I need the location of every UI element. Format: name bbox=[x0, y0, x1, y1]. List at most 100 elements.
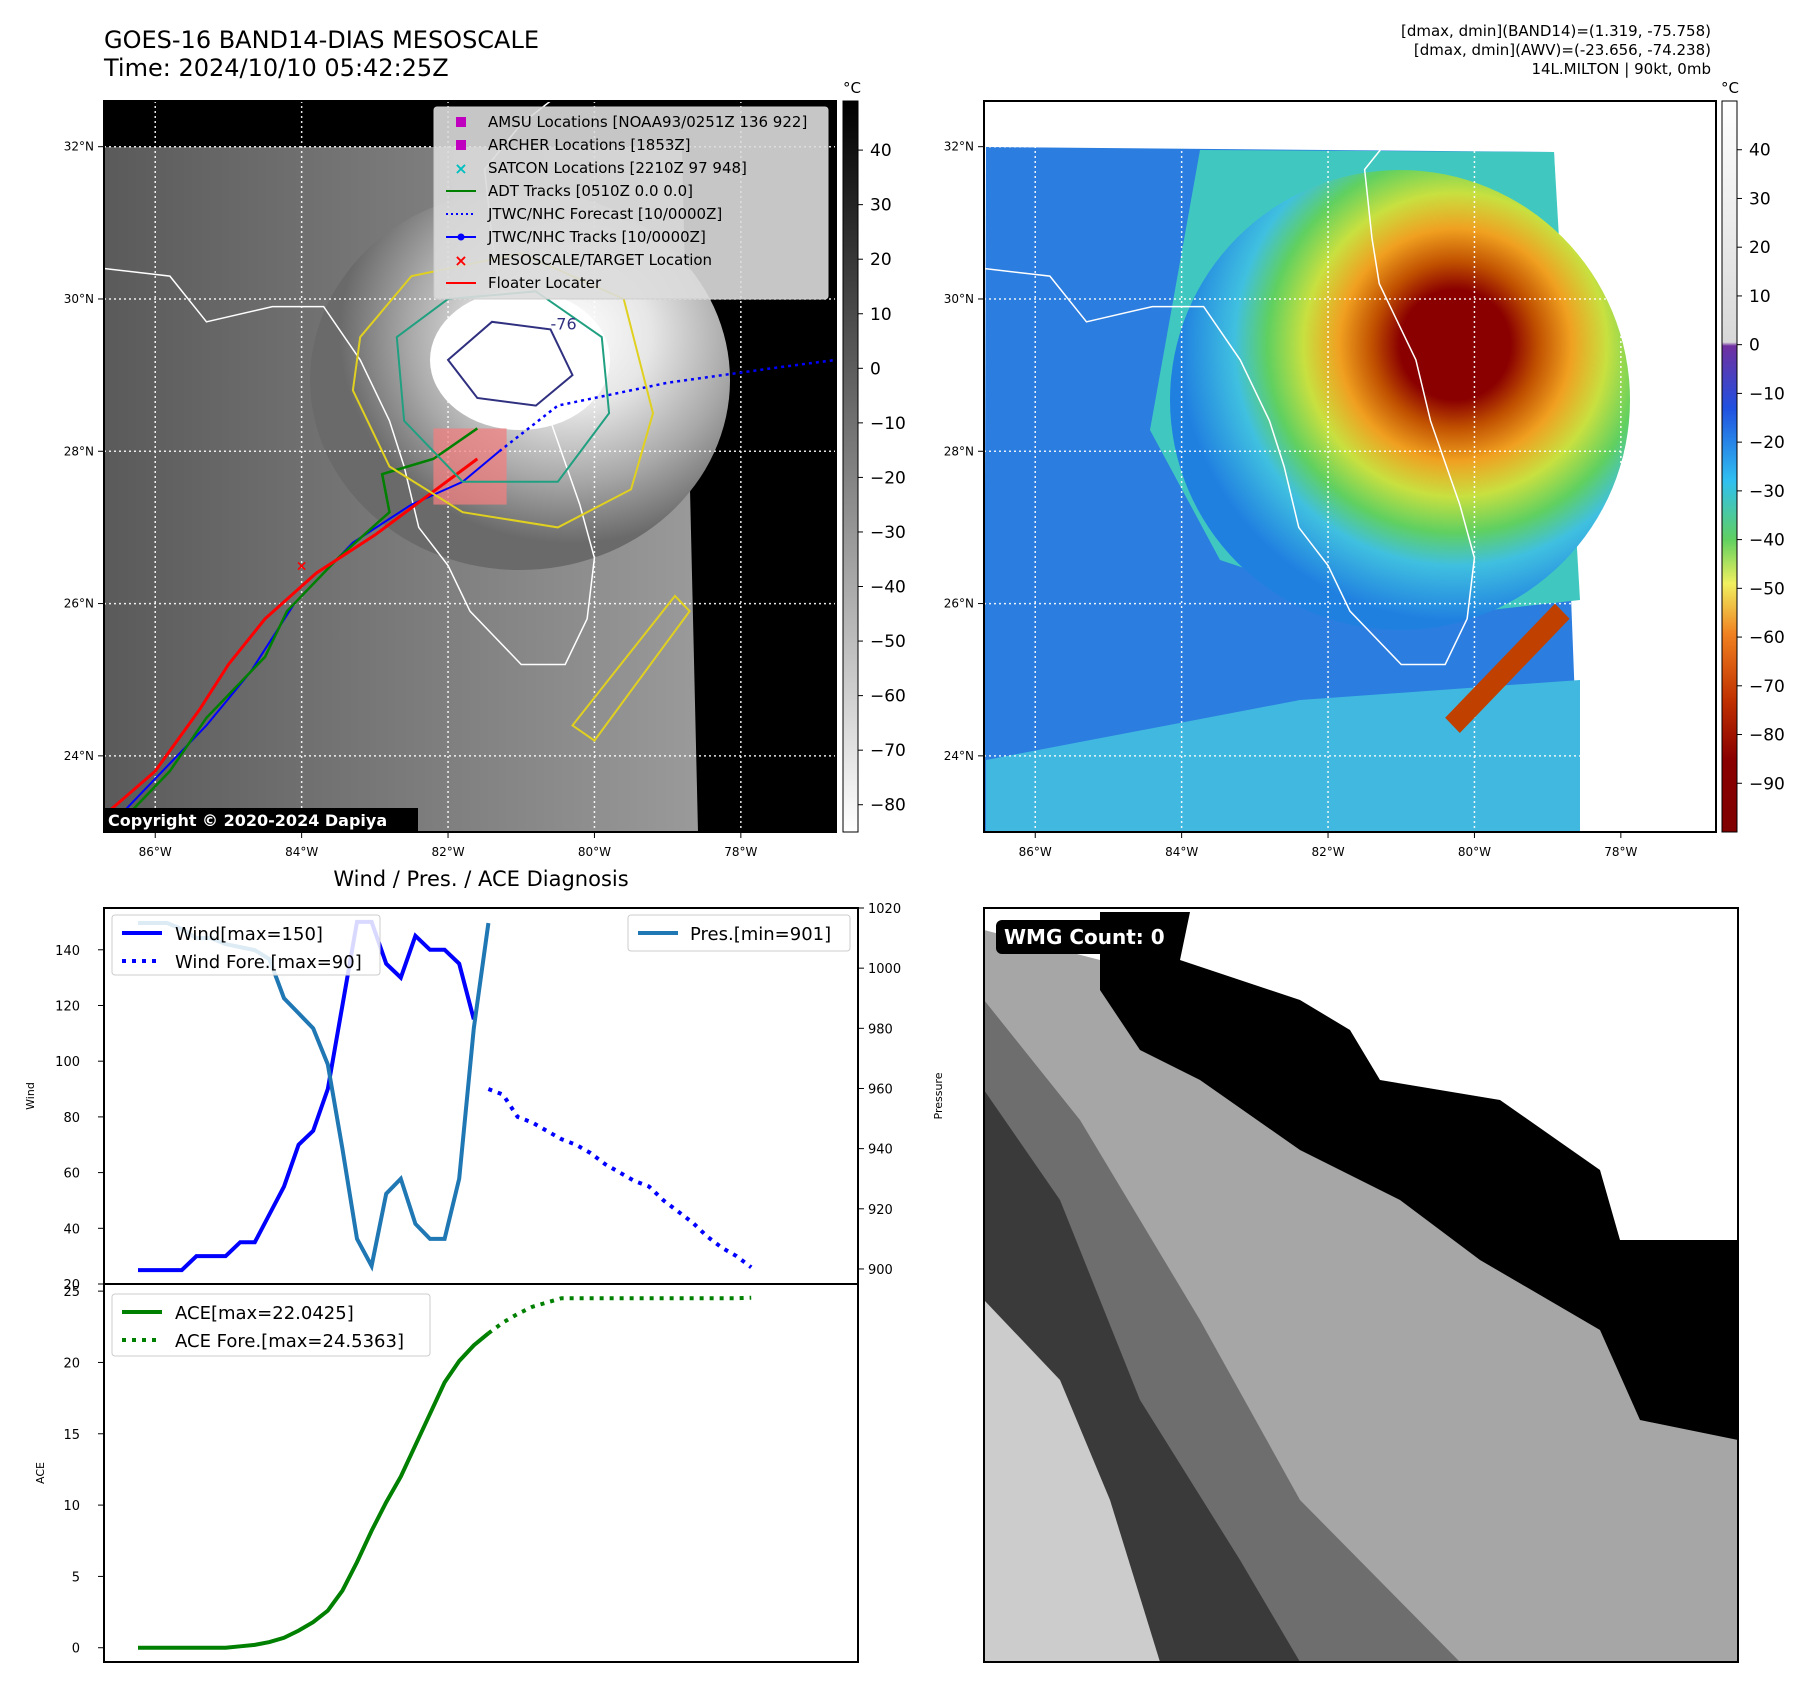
floater-box bbox=[433, 428, 507, 505]
figure-title: GOES-16 BAND14-DIAS MESOSCALE Time: 2024… bbox=[104, 26, 539, 82]
map-right-lon-label: 86°W bbox=[1019, 845, 1052, 859]
ace-legend-label: ACE[max=22.0425] bbox=[175, 1303, 354, 1324]
ace-legend: ACE[max=22.0425] ACE Fore.[max=24.5363] bbox=[111, 1293, 431, 1357]
map-left-lon-label: 84°W bbox=[285, 845, 318, 859]
map-right-lat-label: 30°N bbox=[944, 292, 974, 306]
map-right-overlays bbox=[984, 101, 1570, 734]
wind-ytick-label: 80 bbox=[63, 1111, 80, 1126]
colorbar-color-tick-label: −90 bbox=[1749, 774, 1785, 794]
wmg-pale-region bbox=[984, 1300, 1160, 1662]
south-band-color bbox=[986, 680, 1580, 832]
ace-ytick-label: 10 bbox=[63, 1499, 80, 1514]
copyright-text: Copyright © 2020-2024 Dapiya bbox=[108, 811, 387, 830]
colorbar-color-tick-label: −30 bbox=[1749, 482, 1785, 502]
wind-yticks: 140 120 100 80 60 40 20 bbox=[55, 944, 104, 1293]
pressure-ytick-label: 980 bbox=[868, 1022, 893, 1037]
ace-ytick-label: 25 bbox=[63, 1285, 80, 1300]
ace-line bbox=[138, 1331, 490, 1650]
wind-legend-box bbox=[111, 914, 381, 976]
map-left-lat-label: 24°N bbox=[64, 749, 94, 763]
map-legend-box bbox=[433, 106, 829, 300]
pressure-yticks: 1020 1000 980 960 940 920 900 bbox=[858, 902, 901, 1278]
legend-marker-dot bbox=[457, 233, 465, 241]
map-right-lat-label: 28°N bbox=[944, 444, 974, 458]
info-line-3: 14L.MILTON | 90kt, 0mb bbox=[1531, 60, 1711, 78]
colorbar-color-tick-label: −20 bbox=[1749, 433, 1785, 453]
map-left-lon-label: 82°W bbox=[431, 845, 464, 859]
wmg-panel: WMG Count: 0 bbox=[983, 907, 1739, 1663]
colorbar-gray-unit: °C bbox=[843, 79, 861, 97]
map-legend: AMSU Locations [NOAA93/0251Z 136 922] ARC… bbox=[433, 106, 829, 300]
map-right-frame bbox=[983, 100, 1717, 833]
colorbar-gray-tick-label: −60 bbox=[870, 687, 906, 707]
wind-legend-label: Wind[max=150] bbox=[175, 924, 323, 945]
contour-navy bbox=[446, 320, 574, 407]
legend-label: SATCON Locations [2210Z 97 948] bbox=[488, 159, 747, 177]
pressure-axis-label: Pressure bbox=[932, 1072, 945, 1119]
colorbar-color-tick-label: 0 bbox=[1749, 336, 1760, 356]
map-right-lon-label: 78°W bbox=[1604, 845, 1637, 859]
map-left-lat-label: 30°N bbox=[64, 292, 94, 306]
wmg-count-box bbox=[996, 920, 1174, 954]
wind-ytick-label: 20 bbox=[63, 1278, 80, 1293]
pressure-ytick-label: 1000 bbox=[868, 962, 901, 977]
storm-color bbox=[1170, 170, 1630, 630]
ace-fore-legend-label: ACE Fore.[max=24.5363] bbox=[175, 1331, 404, 1352]
pressure-ytick-label: 1020 bbox=[868, 902, 901, 917]
target-location-marker: × bbox=[296, 558, 308, 574]
colorbar-color-tick-label: −60 bbox=[1749, 628, 1785, 648]
diagnosis-title: Wind / Pres. / ACE Diagnosis bbox=[333, 867, 628, 891]
colorbar-color-tick-label: −40 bbox=[1749, 531, 1785, 551]
info-line-1: [dmax, dmin](BAND14)=(1.319, -75.758) bbox=[1400, 22, 1711, 40]
colorbar-gray-tick-label: 0 bbox=[870, 359, 881, 379]
colorbar-color-tick-label: 30 bbox=[1749, 189, 1771, 209]
map-left-lat-label: 28°N bbox=[64, 444, 94, 458]
colorbar-gray-ticks: 40 30 20 10 0 −10 −20 −30 −40 −50 −60 −70 −80 bbox=[858, 141, 906, 816]
colorbar-gray-tick-label: −30 bbox=[870, 523, 906, 543]
legend-label: AMSU Locations [NOAA93/0251Z 136 922] bbox=[488, 113, 807, 131]
wmg-count-label: WMG Count: 0 bbox=[1004, 925, 1165, 949]
wind-ytick-label: 120 bbox=[55, 999, 80, 1014]
map-left-overlays: × -76 bbox=[104, 101, 836, 832]
pressure-legend: Pres.[min=901] bbox=[627, 914, 851, 952]
map-left-lon-label: 86°W bbox=[139, 845, 172, 859]
contour-label: -76 bbox=[551, 314, 577, 333]
map-left-lat-label: 32°N bbox=[64, 140, 94, 154]
colorbar-color-tick-label: −50 bbox=[1749, 579, 1785, 599]
legend-marker-square bbox=[456, 117, 466, 127]
colorbar-gray-tick-label: −10 bbox=[870, 414, 906, 434]
map-right-lat-label: 26°N bbox=[944, 597, 974, 611]
rainband-contour bbox=[571, 594, 691, 743]
pressure-ytick-label: 920 bbox=[868, 1203, 893, 1218]
legend-label: Floater Locater bbox=[488, 274, 602, 292]
storm-core-gray bbox=[430, 290, 610, 430]
colorbar-gray-tick-label: 20 bbox=[870, 250, 892, 270]
map-left-ticks: 86°W 84°W 82°W 80°W 78°W 32°N 30°N 28°N 26°N 24°N bbox=[64, 140, 758, 859]
map-right-lon-label: 84°W bbox=[1165, 845, 1198, 859]
legend-marker-x: × bbox=[454, 251, 467, 270]
ace-ytick-label: 0 bbox=[72, 1642, 80, 1657]
colorbar-color-tick-label: −70 bbox=[1749, 677, 1785, 697]
colorbar-color-tick-label: 40 bbox=[1749, 141, 1771, 161]
ace-yticks: 25 20 15 10 5 0 bbox=[63, 1285, 104, 1657]
map-right-gridlines bbox=[984, 101, 1716, 832]
map-legend-items: AMSU Locations [NOAA93/0251Z 136 922] ARC… bbox=[446, 113, 807, 292]
legend-label: ARCHER Locations [1853Z] bbox=[488, 136, 691, 154]
wind-ytick-label: 140 bbox=[55, 944, 80, 959]
info-line-2: [dmax, dmin](AWV)=(-23.656, -74.238) bbox=[1413, 41, 1711, 59]
title-line-2: Time: 2024/10/10 05:42:25Z bbox=[104, 54, 449, 82]
wind-fore-legend-label: Wind Fore.[max=90] bbox=[175, 952, 362, 973]
colorbar-gray-tick-label: −50 bbox=[870, 632, 906, 652]
pressure-ytick-label: 960 bbox=[868, 1082, 893, 1097]
ace-ytick-label: 5 bbox=[72, 1570, 80, 1585]
pressure-ytick-label: 940 bbox=[868, 1143, 893, 1158]
pressure-ytick-label: 900 bbox=[868, 1263, 893, 1278]
legend-marker-square bbox=[456, 140, 466, 150]
colorbar-gray bbox=[842, 100, 859, 833]
title-line-1: GOES-16 BAND14-DIAS MESOSCALE bbox=[104, 26, 540, 54]
floater-track-line bbox=[110, 457, 479, 811]
pressure-legend-label: Pres.[min=901] bbox=[690, 924, 831, 945]
wind-forecast-line bbox=[487, 1087, 753, 1269]
